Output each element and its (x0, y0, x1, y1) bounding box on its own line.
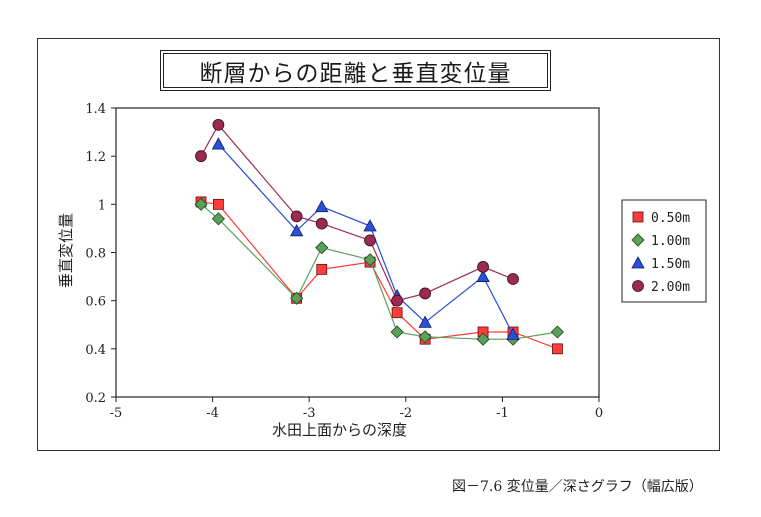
legend-marker (632, 211, 644, 223)
x-tick-label: -3 (303, 406, 316, 421)
series-line (200, 201, 558, 350)
chart-title: 断層からの距離と垂直変位量 (163, 53, 548, 88)
legend-label: 0.50m (651, 211, 690, 226)
plot-area (115, 107, 600, 398)
legend-marker (631, 233, 645, 247)
data-point (477, 261, 489, 273)
data-point (289, 223, 304, 237)
data-point (476, 332, 490, 346)
legend: 0.50m 1.00m 1.50m 2.00m (621, 199, 707, 303)
data-point (211, 212, 225, 226)
data-point (290, 210, 303, 223)
x-tick-label: 0 (595, 406, 603, 421)
data-point (391, 294, 404, 307)
data-point (315, 217, 328, 230)
legend-label: 2.00m (651, 280, 690, 295)
x-tick-label: -5 (110, 406, 123, 421)
data-point (212, 118, 225, 131)
x-axis-label: 水田上面からの深度 (272, 421, 407, 439)
y-tick-label: 1 (98, 198, 106, 213)
data-point (391, 307, 403, 319)
data-point (390, 325, 404, 339)
legend-marker (631, 256, 645, 269)
y-tick-label: 0.2 (85, 391, 106, 406)
data-point (290, 291, 304, 305)
series-0.50m (195, 196, 563, 355)
data-point (418, 315, 432, 328)
series-line (200, 123, 514, 302)
data-point (418, 330, 432, 344)
data-point (552, 343, 563, 355)
series-1.50m (211, 137, 520, 340)
data-point (211, 137, 226, 150)
data-point (476, 269, 490, 282)
legend-marker (632, 280, 644, 292)
data-point (550, 325, 565, 339)
x-tick-label: -1 (496, 406, 509, 421)
y-tick-label: 1.4 (85, 102, 106, 117)
series-line (217, 143, 514, 335)
y-tick-label: 0.4 (85, 343, 106, 358)
data-point (506, 327, 520, 340)
data-point (364, 234, 376, 247)
legend-label: 1.50m (651, 257, 690, 272)
x-tick-label: -2 (399, 406, 412, 421)
figure-frame (37, 38, 720, 451)
series-1.00m (194, 197, 565, 346)
x-tick-label: -4 (206, 406, 219, 421)
data-point (315, 199, 329, 213)
series-line (200, 203, 558, 340)
data-point (194, 197, 208, 211)
data-point (363, 219, 377, 232)
y-tick-label: 0.8 (85, 247, 106, 262)
data-point (363, 253, 377, 267)
legend-label: 1.00m (651, 234, 690, 249)
y-tick-label: 0.6 (85, 295, 106, 310)
figure-caption: 図－7.6 変位量／深さグラフ（幅広版） (452, 479, 703, 495)
chart-title-box: 断層からの距離と垂直変位量 (160, 50, 551, 91)
series-2.00m (195, 118, 519, 307)
data-point (315, 241, 329, 255)
data-point (316, 263, 328, 275)
data-point (419, 287, 432, 300)
y-axis-label: 垂直変位量 (57, 213, 75, 288)
y-tick-label: 1.2 (85, 150, 106, 165)
data-point (507, 273, 519, 285)
data-point (212, 198, 224, 210)
data-point (195, 150, 207, 163)
